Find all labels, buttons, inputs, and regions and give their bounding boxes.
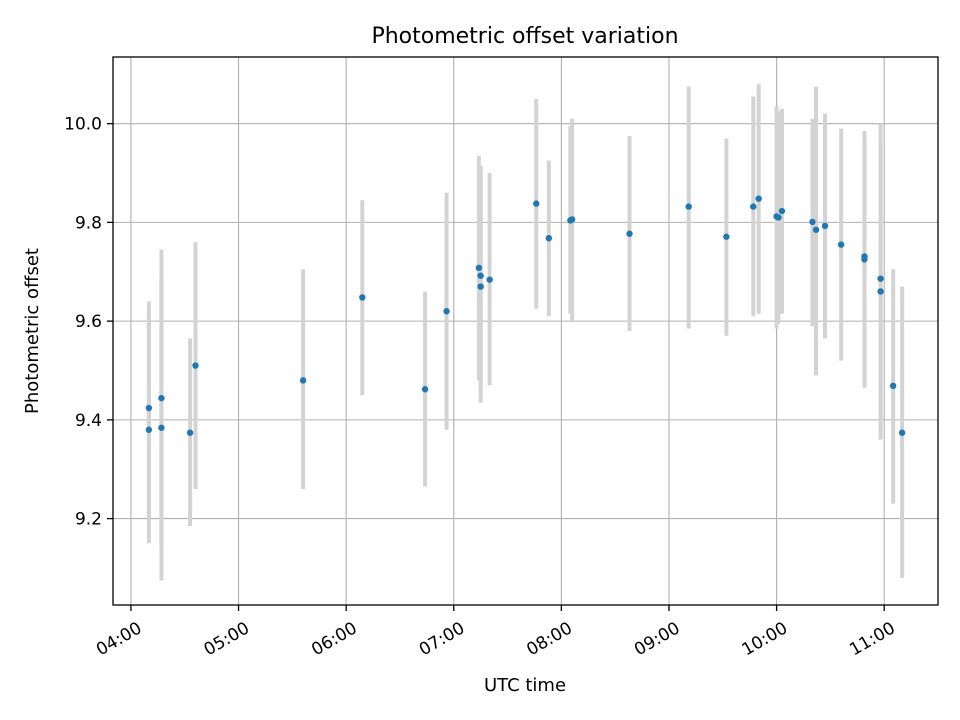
data-point (809, 218, 816, 226)
data-point (158, 394, 165, 402)
y-tick-label: 9.2 (75, 510, 102, 530)
x-tick-label: 10:00 (739, 618, 791, 660)
data-point (812, 226, 820, 233)
y-tick-label: 10.0 (64, 115, 102, 135)
plot-frame (112, 56, 939, 606)
x-axis-ticks: 04:00 05:00 06:00 07:00 08:00 09:00 10:00 11:00 (93, 605, 899, 660)
data-point (626, 230, 633, 237)
data-point (877, 275, 884, 282)
data-point (145, 404, 153, 412)
data-point (837, 241, 845, 248)
data-point (186, 429, 194, 436)
x-tick-label: 11:00 (846, 618, 898, 660)
data-point (359, 294, 366, 301)
data-point (685, 203, 692, 210)
y-axis-ticks: 9.2 9.4 9.6 9.8 10.0 (64, 115, 113, 530)
data-point (533, 200, 540, 207)
data-points (145, 195, 906, 436)
data-point (477, 272, 484, 279)
y-tick-label: 9.8 (75, 213, 102, 233)
x-tick-label: 07:00 (416, 618, 468, 660)
data-point (775, 214, 782, 221)
data-point (145, 426, 153, 433)
x-tick-label: 05:00 (201, 618, 253, 660)
data-point (568, 216, 576, 223)
data-point (877, 288, 884, 295)
grid-lines (113, 57, 938, 605)
data-point (750, 203, 757, 210)
data-point (192, 362, 199, 369)
x-tick-label: 06:00 (308, 618, 360, 660)
data-point (477, 283, 484, 290)
x-tick-label: 08:00 (523, 618, 575, 660)
chart-title: Photometric offset variation (371, 24, 678, 49)
y-axis-label: Photometric offset (22, 248, 43, 414)
data-point (486, 276, 493, 283)
data-point (545, 234, 553, 242)
data-point (299, 377, 307, 384)
data-point (158, 424, 165, 431)
x-tick-label: 09:00 (631, 618, 683, 660)
data-point (861, 256, 868, 263)
y-tick-label: 9.6 (75, 312, 102, 332)
data-point (443, 308, 450, 315)
data-point (421, 386, 429, 393)
data-point (778, 207, 786, 215)
data-point (475, 264, 483, 272)
data-point (821, 222, 829, 230)
data-point (723, 233, 730, 240)
x-tick-label: 04:00 (93, 618, 145, 660)
error-bars (146, 84, 905, 581)
y-tick-label: 9.4 (75, 411, 102, 431)
data-point (898, 429, 906, 436)
x-axis-label: UTC time (484, 675, 566, 696)
data-point (755, 195, 762, 202)
data-point (889, 382, 897, 389)
